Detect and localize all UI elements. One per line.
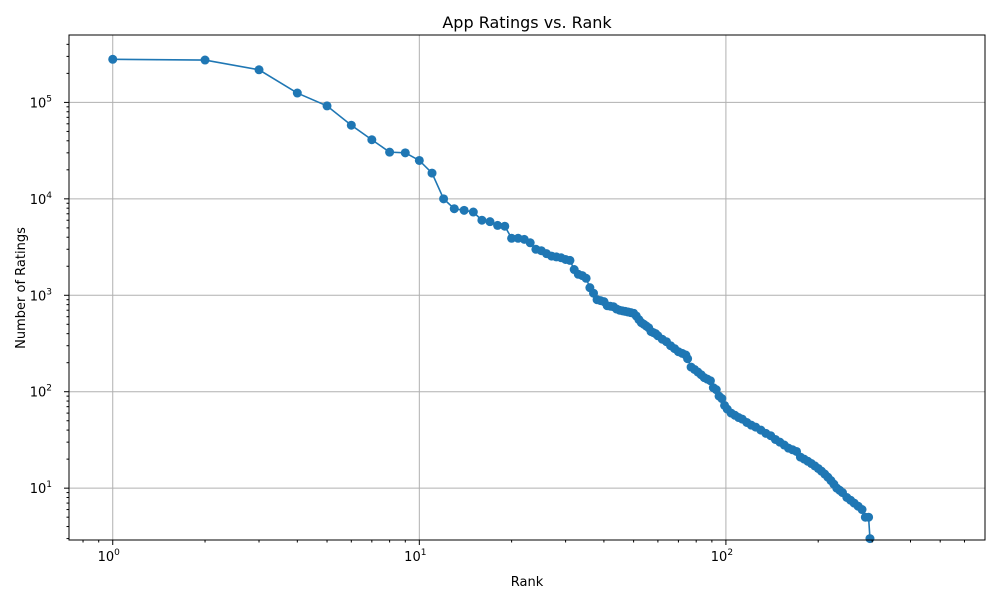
y-tick-base: 10 (30, 96, 47, 111)
data-point (254, 65, 264, 75)
x-tick-label: 101 (404, 548, 426, 565)
y-tick-label: 103 (30, 287, 52, 304)
data-point (864, 512, 874, 522)
data-point (292, 88, 302, 98)
data-point (414, 155, 424, 165)
y-axis-label: Number of Ratings (14, 227, 29, 349)
data-point (683, 354, 693, 364)
y-tick-exponent: 5 (46, 94, 52, 104)
data-point (485, 217, 495, 227)
y-tick-exponent: 1 (46, 480, 52, 490)
data-point (439, 194, 449, 204)
y-tick-base: 10 (30, 193, 47, 208)
data-point (385, 147, 395, 157)
data-point (367, 135, 377, 145)
y-tick-label: 101 (30, 480, 52, 497)
x-tick-base: 10 (711, 550, 728, 565)
series-ratings (108, 54, 875, 544)
data-point (507, 233, 517, 243)
data-point (500, 221, 510, 231)
data-point (108, 54, 118, 64)
x-tick-exponent: 1 (421, 548, 427, 558)
x-tick-label: 100 (98, 548, 121, 565)
y-tick-label: 105 (30, 94, 52, 111)
data-point (459, 205, 469, 215)
series-line (112, 58, 871, 539)
y-tick-exponent: 3 (46, 287, 52, 297)
data-point (346, 120, 356, 130)
plot-frame (68, 34, 986, 541)
y-tick-label: 102 (30, 384, 52, 401)
chart-title: App Ratings vs. Rank (442, 13, 612, 32)
y-tick-base: 10 (30, 386, 47, 401)
data-point (581, 273, 591, 283)
x-tick-base: 10 (98, 550, 115, 565)
data-point (200, 55, 210, 65)
data-point (565, 255, 575, 265)
x-tick-exponent: 2 (727, 548, 733, 558)
y-tick-base: 10 (30, 289, 47, 304)
x-axis-label: Rank (511, 575, 544, 590)
x-tick-label: 102 (711, 548, 733, 565)
data-point (493, 220, 503, 230)
data-point (427, 168, 437, 178)
y-tick-label: 104 (30, 191, 53, 208)
data-point (477, 215, 487, 225)
data-point (400, 148, 410, 158)
y-tick-exponent: 2 (46, 384, 52, 394)
x-tick-exponent: 0 (114, 548, 120, 558)
data-point (322, 101, 332, 111)
data-point (449, 204, 459, 214)
y-tick-base: 10 (30, 482, 47, 497)
data-point (525, 238, 535, 248)
x-tick-base: 10 (404, 550, 421, 565)
data-point (705, 376, 715, 386)
data-point (865, 534, 875, 544)
data-point (717, 394, 727, 404)
data-point (857, 505, 867, 515)
data-point (468, 207, 478, 217)
y-tick-exponent: 4 (46, 191, 52, 201)
grid-lines (69, 35, 985, 540)
